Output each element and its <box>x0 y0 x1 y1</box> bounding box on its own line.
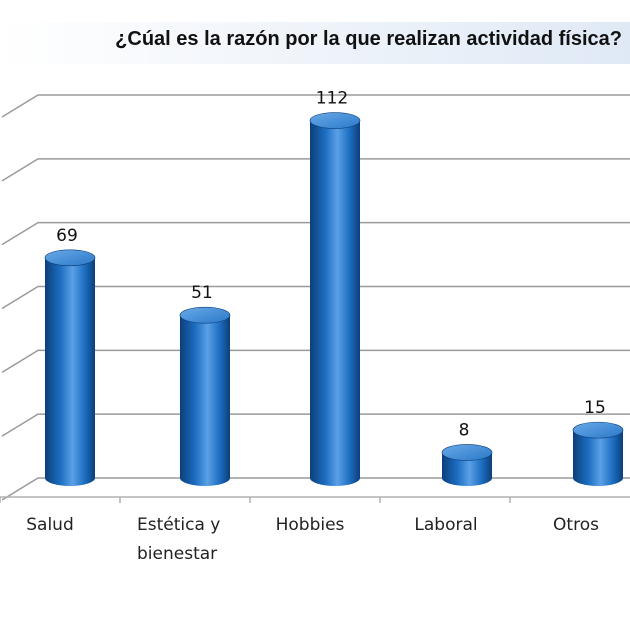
bar-body <box>442 452 492 486</box>
gridline <box>1 94 630 118</box>
gridline <box>1 349 630 373</box>
category-label: Hobbies <box>276 515 345 535</box>
gridline <box>1 158 630 182</box>
category-label: bienestar <box>137 544 217 564</box>
value-label: 8 <box>459 420 470 440</box>
bar-body <box>180 315 230 486</box>
value-label: 112 <box>316 89 348 109</box>
bars <box>44 112 624 487</box>
chart-title: ¿Cúal es la razón por la que realizan ac… <box>115 28 622 50</box>
value-label: 69 <box>56 226 78 246</box>
gridline <box>1 285 630 310</box>
value-label: 15 <box>584 398 606 418</box>
category-label: Laboral <box>414 515 477 535</box>
bar <box>572 421 624 486</box>
bar-top <box>44 249 96 267</box>
title-band <box>0 22 630 64</box>
gridline <box>1 477 630 501</box>
gridlines <box>0 94 630 503</box>
bar-body <box>45 257 95 486</box>
labels: 69 51 112 8 15 Salud Estética y bienestar Hobbie… <box>26 89 606 564</box>
bar-body <box>573 430 623 486</box>
bar <box>44 249 96 486</box>
category-label: Otros <box>553 515 599 535</box>
bar <box>309 112 361 487</box>
category-label: Estética y <box>137 515 220 535</box>
bar-top <box>179 306 231 324</box>
bar-top <box>309 112 361 129</box>
value-label: 51 <box>191 283 213 303</box>
bar-top <box>441 444 493 461</box>
bar <box>179 306 231 486</box>
gridline <box>1 221 630 246</box>
bar-top <box>572 421 624 439</box>
gridline <box>1 413 630 437</box>
bar-body <box>310 120 360 487</box>
category-label: Salud <box>26 515 74 535</box>
bar <box>441 444 493 486</box>
